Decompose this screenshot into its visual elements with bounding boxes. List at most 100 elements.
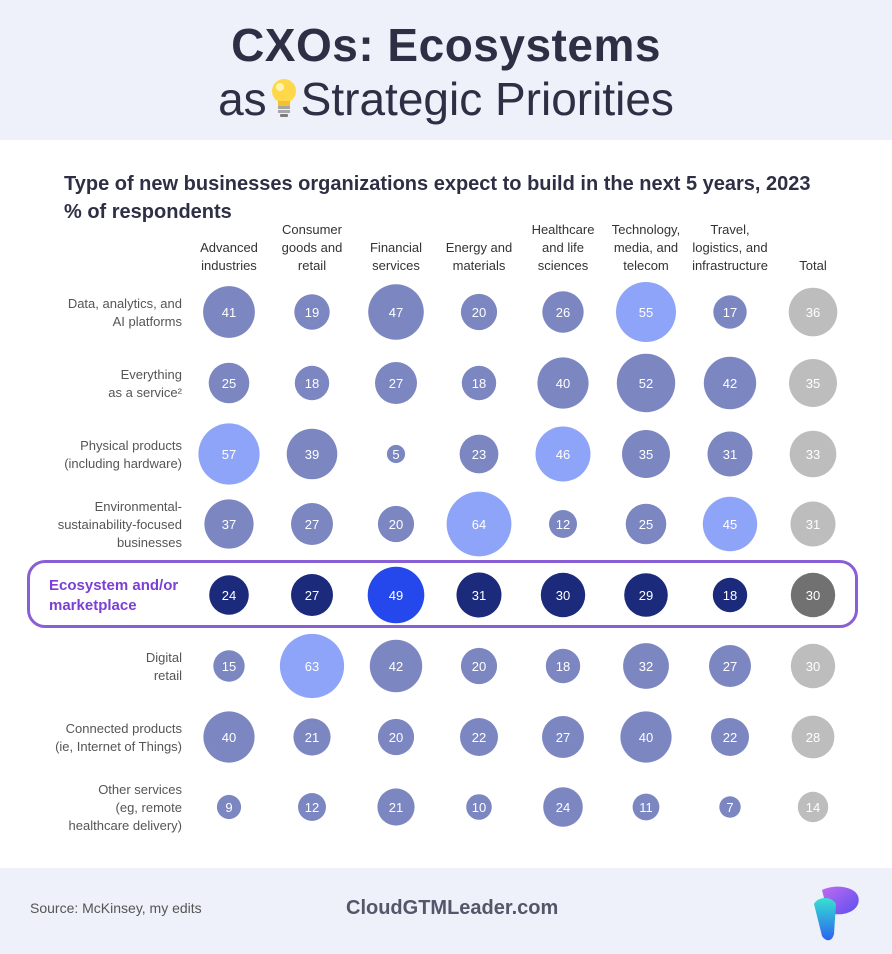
row-label: Data, analytics, and AI platforms [68,296,183,329]
bubble [459,434,499,474]
bubble-value: 30 [806,588,820,603]
bubble [632,793,660,821]
title-suffix: Strategic Priorities [300,73,674,125]
lightbulb-icon [271,79,296,117]
bubble-value: 12 [305,800,319,815]
title-prefix: as [218,73,267,125]
bubble [703,356,757,410]
bubble [790,643,836,689]
page-title-line2: as Strategic Priorities [0,72,892,126]
bubble [198,423,260,485]
brand-link[interactable]: CloudGTMLeader.com [346,897,559,919]
column-header: Energy and materials [446,240,513,273]
bubble-value: 27 [305,588,319,603]
bubble [702,496,758,552]
column-header: Consumer goods and retail [282,222,343,273]
bubble-value: 18 [723,588,737,603]
bubble [789,430,837,478]
bubble-value: 18 [305,376,319,391]
bubble-value: 30 [806,659,820,674]
bubble [446,491,512,557]
bubble [790,501,836,547]
footer: Source: McKinsey, my edits CloudGTMLeade… [0,868,892,954]
bubble-value: 57 [222,447,236,462]
column-header: Advanced industries [200,240,258,273]
bubble-value: 40 [639,730,653,745]
bubble [369,639,423,693]
bubble-value: 22 [723,730,737,745]
bubble [542,716,584,758]
bubble [709,645,751,687]
bubble [279,633,345,699]
bubble-value: 12 [556,517,570,532]
bubble-value: 21 [305,730,319,745]
bubble-value: 55 [639,305,653,320]
bubble [291,503,333,545]
bubble [294,294,330,330]
bubble-value: 18 [556,659,570,674]
bubble-value: 36 [806,305,820,320]
bubble-value: 47 [389,305,403,320]
bubble [286,428,338,480]
chart-unit-label: % of respondents [64,201,232,223]
bubble [719,796,741,818]
bubble-value: 31 [472,588,486,603]
bubble-value: 11 [639,800,653,815]
bubble-value: 27 [556,730,570,745]
chart-title: Type of new businesses organizations exp… [64,173,811,195]
bubble [545,648,581,684]
bubble-value: 24 [222,588,236,603]
bubble-value: 15 [222,659,236,674]
bubble [460,293,498,331]
bubble [622,430,670,478]
bubble-value: 31 [806,517,820,532]
bubble-value: 27 [305,517,319,532]
bubble [711,718,749,756]
bubble [386,444,406,464]
bubble [294,365,330,401]
bubble [707,431,753,477]
bubble [790,572,836,618]
row-label: Environmental-sustainability-focused busi… [58,499,183,550]
bubble-value: 46 [556,447,570,462]
column-header: Financial services [370,240,422,273]
bubble [377,718,415,756]
bubble [204,499,254,549]
bubble-value: 32 [639,659,653,674]
bubble [789,359,837,407]
row-label: Other services (eg, remote healthcare deli… [69,782,183,833]
bubble [537,357,589,409]
bubble [298,793,326,821]
bubble-value: 23 [472,447,486,462]
bubble [460,718,498,756]
bubble-value: 20 [389,730,403,745]
bubble-value: 35 [806,376,820,391]
bubble-value: 29 [639,588,653,603]
bubble-value: 45 [723,517,737,532]
bubble [543,787,583,827]
row-label: Everything as a service² [108,367,182,400]
bubble [208,362,250,404]
bubble [216,794,242,820]
bubble-value: 27 [389,376,403,391]
bubble [625,503,667,545]
page-title: CXOs: Ecosystems [231,19,661,71]
bubble-value: 39 [305,447,319,462]
bubble [203,711,255,763]
bubble [616,353,676,413]
bubble-value: 20 [472,659,486,674]
bubble-value: 14 [806,800,820,815]
row-label: Connected products (ie, Internet of Thing… [55,721,182,754]
bubble [203,286,255,338]
bubble [461,365,497,401]
bubble [788,287,838,337]
bubble [460,647,498,685]
bubble-value: 9 [225,800,232,815]
bubble-value: 20 [389,517,403,532]
bubble-value: 5 [392,447,399,462]
bubble-value: 21 [389,800,403,815]
bubble-value: 49 [389,588,403,603]
bubble-value: 7 [726,800,733,815]
column-header: Healthcare and life sciences [532,222,595,273]
bubble [624,573,668,617]
